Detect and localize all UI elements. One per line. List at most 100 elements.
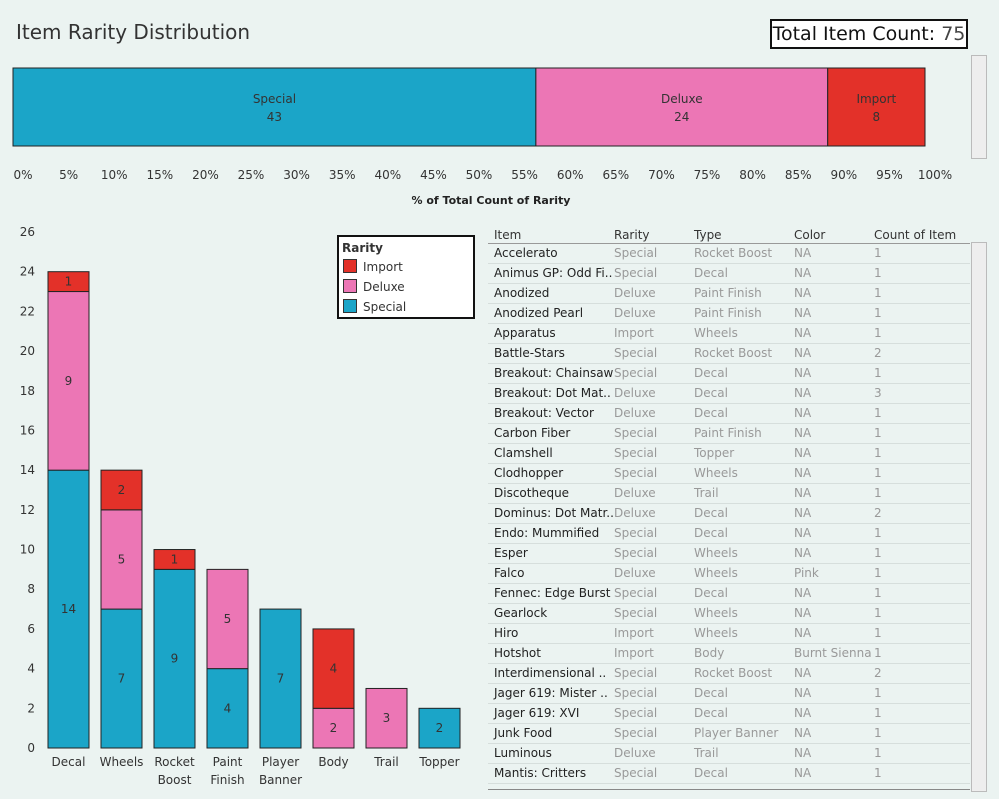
cell-rarity: Special <box>614 766 658 780</box>
cell-color: NA <box>794 526 812 540</box>
cell-type: Wheels <box>694 626 738 640</box>
cell-item: Animus GP: Odd Fi.. <box>494 266 613 280</box>
bar-wheels-import[interactable] <box>100 469 143 511</box>
table-row[interactable]: Apparatus Import Wheels NA 1 <box>488 324 970 344</box>
items-table[interactable]: Item Rarity Type Color Count of Item Acc… <box>488 227 970 789</box>
bar-trail-deluxe[interactable] <box>365 687 408 749</box>
cell-type: Decal <box>694 706 728 720</box>
x-tick-label: 20% <box>192 168 219 182</box>
y-tick-label: 6 <box>27 622 35 636</box>
table-row[interactable]: Breakout: Chainsaw Special Decal NA 1 <box>488 364 970 384</box>
cell-rarity: Special <box>614 526 658 540</box>
bar-value-label: 9 <box>171 652 179 666</box>
table-row[interactable]: Dominus: Dot Matr.. Deluxe Decal NA 2 <box>488 504 970 524</box>
cell-rarity: Special <box>614 266 658 280</box>
bar-paint-finish-special[interactable] <box>206 668 249 749</box>
table-row[interactable]: Battle-Stars Special Rocket Boost NA 2 <box>488 344 970 364</box>
bar-value-label: 9 <box>65 374 73 388</box>
legend-item-import[interactable]: Import <box>343 259 403 275</box>
y-tick-label: 0 <box>27 741 35 755</box>
table-row[interactable]: Anodized Deluxe Paint Finish NA 1 <box>488 284 970 304</box>
legend-item-deluxe[interactable]: Deluxe <box>343 279 405 295</box>
table-row[interactable]: Esper Special Wheels NA 1 <box>488 544 970 564</box>
x-tick-label: 75% <box>694 168 721 182</box>
cell-item: Breakout: Chainsaw <box>494 366 614 380</box>
bar-body-deluxe[interactable] <box>312 707 355 749</box>
bar-decal-deluxe[interactable] <box>47 291 90 471</box>
table-row[interactable]: Luminous Deluxe Trail NA 1 <box>488 744 970 764</box>
bar-wheels-special[interactable] <box>100 608 143 749</box>
category-label-paint-finish: Paint <box>213 755 243 769</box>
cell-rarity: Special <box>614 366 658 380</box>
category-label-rocket-boost: Boost <box>158 773 192 787</box>
category-label-player-banner: Player <box>262 755 299 769</box>
bar-body-import[interactable] <box>312 628 355 709</box>
cell-item: Discotheque <box>494 486 570 500</box>
bar-paint-finish-deluxe[interactable] <box>206 568 249 670</box>
legend-label-import: Import <box>363 260 403 274</box>
table-row[interactable]: Endo: Mummified Special Decal NA 1 <box>488 524 970 544</box>
cell-count: 1 <box>874 466 882 480</box>
x-tick-label: 45% <box>420 168 447 182</box>
cell-type: Trail <box>694 486 719 500</box>
table-row[interactable]: Fennec: Edge Burst Special Decal NA 1 <box>488 584 970 604</box>
table-row[interactable]: Carbon Fiber Special Paint Finish NA 1 <box>488 424 970 444</box>
cell-item: Jager 619: XVI <box>494 706 580 720</box>
legend-item-special[interactable]: Special <box>343 299 406 315</box>
table-scrollbar[interactable] <box>971 242 987 792</box>
table-row[interactable]: Hotshot Import Body Burnt Sienna 1 <box>488 644 970 664</box>
bar-segment-special[interactable] <box>12 67 537 147</box>
table-row[interactable]: Jager 619: XVI Special Decal NA 1 <box>488 704 970 724</box>
table-row[interactable]: Jager 619: Mister .. Special Decal NA 1 <box>488 684 970 704</box>
cell-color: Pink <box>794 566 819 580</box>
table-row[interactable]: Junk Food Special Player Banner NA 1 <box>488 724 970 744</box>
cell-rarity: Import <box>614 626 654 640</box>
cell-color: NA <box>794 306 812 320</box>
table-row[interactable]: Accelerato Special Rocket Boost NA 1 <box>488 244 970 264</box>
cell-rarity: Deluxe <box>614 406 656 420</box>
bar-decal-import[interactable] <box>47 271 90 293</box>
x-tick-label: 80% <box>739 168 766 182</box>
cell-item: Battle-Stars <box>494 346 565 360</box>
table-row[interactable]: Interdimensional .. Special Rocket Boost NA… <box>488 664 970 684</box>
cell-type: Body <box>694 646 725 660</box>
bar-decal-special[interactable] <box>47 469 90 749</box>
table-row[interactable]: Breakout: Vector Deluxe Decal NA 1 <box>488 404 970 424</box>
table-row[interactable]: Clodhopper Special Wheels NA 1 <box>488 464 970 484</box>
rarity-legend[interactable]: Rarity Import Deluxe Special <box>337 235 475 319</box>
cell-rarity: Special <box>614 726 658 740</box>
cell-rarity: Import <box>614 646 654 660</box>
table-row[interactable]: Mantis: Critters Special Decal NA 1 <box>488 764 970 784</box>
col-color[interactable]: Color <box>794 228 826 242</box>
bar-rocket-boost-import[interactable] <box>153 549 196 570</box>
page-title: Item Rarity Distribution <box>16 20 251 44</box>
col-type[interactable]: Type <box>694 228 722 242</box>
bar-topper-special[interactable] <box>418 707 461 749</box>
bar-value-label: 1 <box>171 552 179 566</box>
cell-color: NA <box>794 506 812 520</box>
table-row[interactable]: Clamshell Special Topper NA 1 <box>488 444 970 464</box>
cell-count: 1 <box>874 686 882 700</box>
col-item[interactable]: Item <box>494 228 522 242</box>
col-rarity[interactable]: Rarity <box>614 228 650 242</box>
cell-type: Wheels <box>694 606 738 620</box>
bar-segment-deluxe[interactable] <box>535 67 829 147</box>
bar-rocket-boost-special[interactable] <box>153 568 196 749</box>
table-row[interactable]: Breakout: Dot Mat.. Deluxe Decal NA 3 <box>488 384 970 404</box>
y-tick-label: 14 <box>20 463 35 477</box>
bar-value-label: 7 <box>277 672 285 686</box>
table-row[interactable]: Falco Deluxe Wheels Pink 1 <box>488 564 970 584</box>
category-label-rocket-boost: Rocket <box>154 755 195 769</box>
table-row[interactable]: Gearlock Special Wheels NA 1 <box>488 604 970 624</box>
table-row[interactable]: Anodized Pearl Deluxe Paint Finish NA 1 <box>488 304 970 324</box>
bar-player-banner-special[interactable] <box>259 608 302 749</box>
table-row[interactable]: Animus GP: Odd Fi.. Special Decal NA 1 <box>488 264 970 284</box>
table-row[interactable]: Discotheque Deluxe Trail NA 1 <box>488 484 970 504</box>
col-count[interactable]: Count of Item <box>874 228 957 242</box>
cell-color: NA <box>794 386 812 400</box>
bar-segment-import[interactable] <box>827 67 926 147</box>
table-row[interactable]: Hiro Import Wheels NA 1 <box>488 624 970 644</box>
top-scrollbar[interactable] <box>971 55 987 159</box>
y-tick-label: 16 <box>20 423 35 437</box>
bar-wheels-deluxe[interactable] <box>100 509 143 610</box>
